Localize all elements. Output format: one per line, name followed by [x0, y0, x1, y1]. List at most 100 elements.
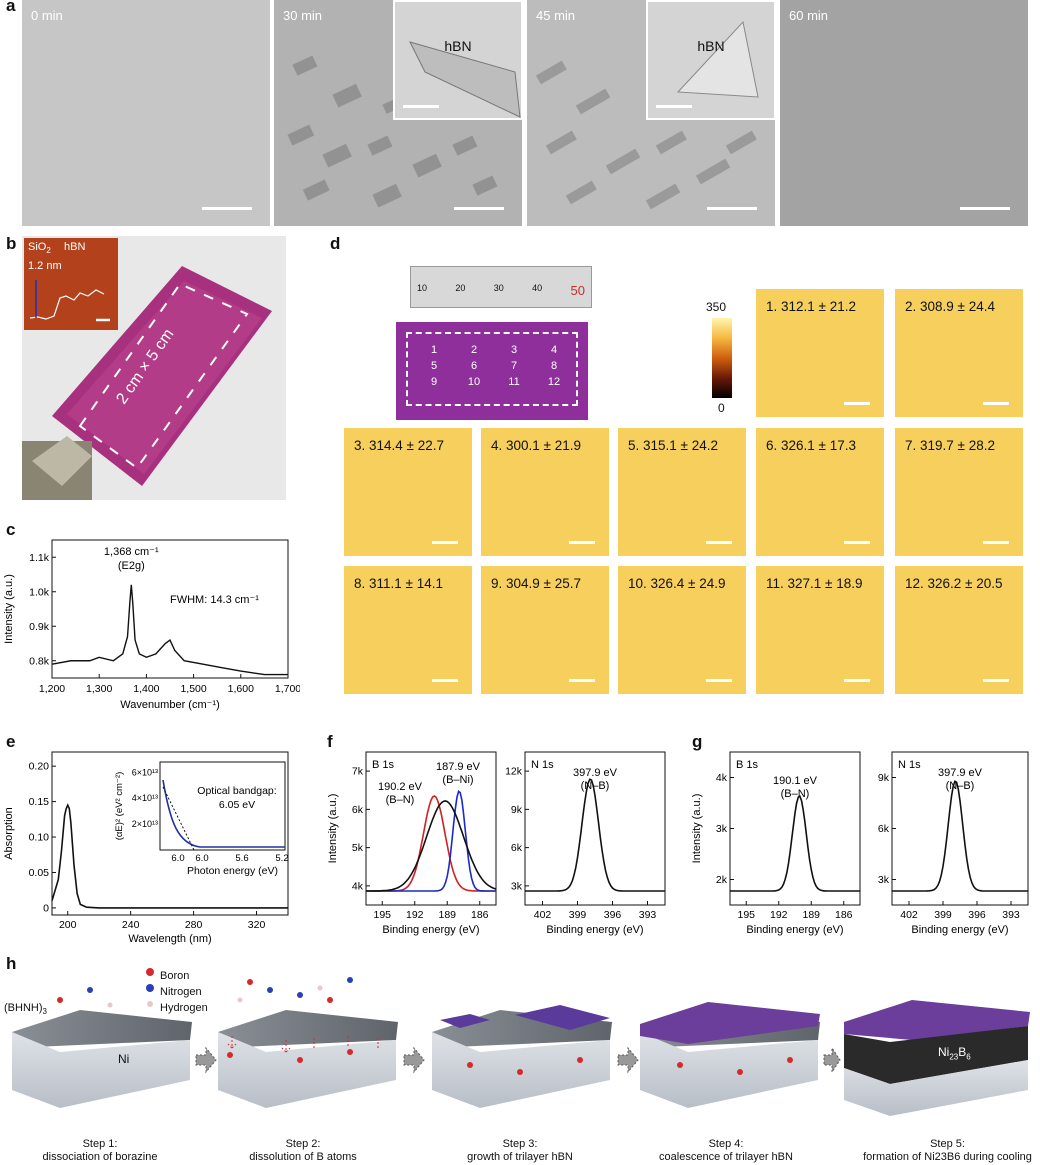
x-axis-label: Wavenumber (cm⁻¹)	[120, 699, 220, 711]
inset-x-tick-label: 5.2	[275, 853, 288, 864]
inset-x-tick-label: 6.0	[171, 853, 184, 864]
bandgap-annotation-value: 6.05 eV	[219, 799, 255, 811]
x-tick-label: 280	[185, 919, 203, 931]
plot-frame	[365, 751, 497, 906]
y-tick-label: 6k	[878, 823, 890, 835]
intensity-map-tile: 8. 311.1 ± 14.1	[344, 566, 472, 694]
borazine-label: (BHNH)3	[4, 1002, 47, 1017]
x-tick-label: 200	[59, 919, 77, 931]
y-tick-label: 12k	[505, 766, 523, 778]
x-tick-label: 189	[802, 909, 820, 921]
panel-label-f: f	[327, 732, 333, 751]
x-tick-label: 195	[373, 909, 391, 921]
x-tick-label: 1,700	[275, 683, 300, 695]
x-tick-label: 320	[248, 919, 266, 931]
scale-bar	[454, 207, 504, 210]
raman-spectrum-chart: 1,200 1,300 1,400 1,500 1,600 1,700 0.8k 0.9k 1.…	[3, 539, 300, 711]
x-tick-label: 396	[604, 909, 622, 921]
peak-annotation: 1,368 cm⁻¹	[104, 546, 159, 558]
inset-series-line	[162, 779, 285, 848]
y-tick-label: 4k	[716, 772, 728, 784]
peak-assignment: (B–N)	[386, 794, 415, 806]
y-tick-label: 0.9k	[29, 621, 50, 633]
x-tick-label: 399	[934, 909, 952, 921]
y-tick-label: 3k	[716, 823, 728, 835]
scale-bar	[960, 207, 1010, 210]
inset-label: hBN	[697, 38, 725, 54]
panel-label-b: b	[6, 234, 17, 253]
domain-pattern	[535, 60, 757, 210]
y-tick-label: 9k	[878, 772, 890, 784]
x-tick-label: 186	[471, 909, 489, 921]
step-5-caption: Step 5: formation of Ni23B6 during coolin…	[863, 1138, 1032, 1163]
colorbar-max: 350	[706, 300, 727, 314]
y-tick-label: 0.10	[29, 832, 50, 844]
intensity-map-tile: 10. 326.4 ± 24.9	[618, 566, 746, 694]
xps-g-b1s-chart: B 1s 195 192 189 186 2k 3k 4k Binding energy (eV…	[691, 751, 861, 936]
step-2-caption: Step 2: dissolution of B atoms	[249, 1138, 357, 1163]
spectrum-title: N 1s	[898, 759, 921, 771]
y-tick-label: 1.1k	[29, 552, 50, 564]
sem-image-60min: 60 min	[780, 0, 1028, 226]
x-tick-label: 1,200	[39, 683, 65, 695]
y-tick-label: 0.8k	[29, 655, 50, 667]
ni-label: Ni	[118, 1052, 130, 1066]
y-tick-label: 2k	[716, 874, 728, 886]
x-axis-label: Binding energy (eV)	[911, 924, 1008, 936]
intensity-map-tile: 12. 326.2 ± 20.5	[895, 566, 1023, 694]
peak-assignment: (N–B)	[946, 780, 975, 792]
legend-nitrogen: Nitrogen	[160, 986, 202, 998]
x-tick-label: 402	[534, 909, 552, 921]
intensity-map-tile: 6. 326.1 ± 17.3	[756, 428, 884, 556]
y-tick-label: 0.15	[29, 796, 50, 808]
spectrum-line	[525, 778, 665, 892]
y-axis-label: Intensity (a.u.)	[691, 794, 703, 864]
ni23b6-label: Ni23B6	[938, 1045, 971, 1062]
legend-hydrogen: Hydrogen	[160, 1002, 208, 1014]
x-tick-label: 240	[122, 919, 140, 931]
step-height-label: 1.2 nm	[28, 260, 62, 272]
x-tick-label: 402	[900, 909, 918, 921]
x-axis-label: Binding energy (eV)	[546, 924, 643, 936]
ruler: 10 20 30 40 50	[410, 266, 592, 308]
y-tick-label: 0.20	[29, 761, 50, 773]
spectrum-line	[892, 780, 1028, 892]
scale-bar	[403, 105, 439, 108]
panel-label-g: g	[692, 732, 703, 751]
x-axis-label: Binding energy (eV)	[382, 924, 479, 936]
hbn-label: hBN	[64, 241, 86, 253]
peak-annotation: 187.9 eV	[436, 761, 481, 773]
inset-x-tick-label: 6.0	[195, 853, 208, 864]
peak-assignment: (B–Ni)	[442, 774, 473, 786]
afm-inset: SiO2 hBN 1.2 nm	[24, 238, 118, 330]
x-tick-label: 186	[835, 909, 853, 921]
peak-annotation: 190.2 eV	[378, 781, 423, 793]
x-tick-label: 1,300	[86, 683, 112, 695]
panel-label-d: d	[330, 234, 341, 253]
panel-label-a: a	[6, 0, 16, 15]
intensity-map-tile: 1. 312.1 ± 21.2	[756, 289, 884, 417]
inset-y-tick-label: 2×10¹³	[132, 819, 158, 829]
spectrum-line	[366, 800, 497, 892]
step-3-caption: Step 3: growth of trilayer hBN	[467, 1138, 573, 1163]
y-tick-label: 5k	[352, 842, 364, 854]
peak-assignment: (N–B)	[581, 780, 610, 792]
x-tick-label: 1,600	[228, 683, 254, 695]
raman-series-line	[51, 584, 288, 676]
xps-f-b1s-chart: B 1s 195 192 189 186 4k 5k 6k 7k Binding energy (…	[327, 751, 497, 936]
inset-label: hBN	[444, 38, 472, 54]
step-4-caption: Step 4: coalescence of trilayer hBN	[659, 1138, 793, 1163]
plot-frame	[51, 539, 289, 679]
intensity-map-tile: 3. 314.4 ± 22.7	[344, 428, 472, 556]
time-label: 0 min	[31, 8, 63, 23]
intensity-map-tile: 9. 304.9 ± 25.7	[481, 566, 609, 694]
x-tick-label: 1,500	[180, 683, 206, 695]
absorption-chart: 200 240 280 320 0 0.05 0.10 0.15 0.20 Wavelength …	[3, 751, 289, 945]
x-tick-label: 396	[968, 909, 986, 921]
mode-annotation: (E2g)	[118, 560, 145, 572]
x-tick-label: 393	[1002, 909, 1020, 921]
spectrum-line	[730, 795, 860, 892]
intensity-map-tile: 2. 308.9 ± 24.4	[895, 289, 1023, 417]
